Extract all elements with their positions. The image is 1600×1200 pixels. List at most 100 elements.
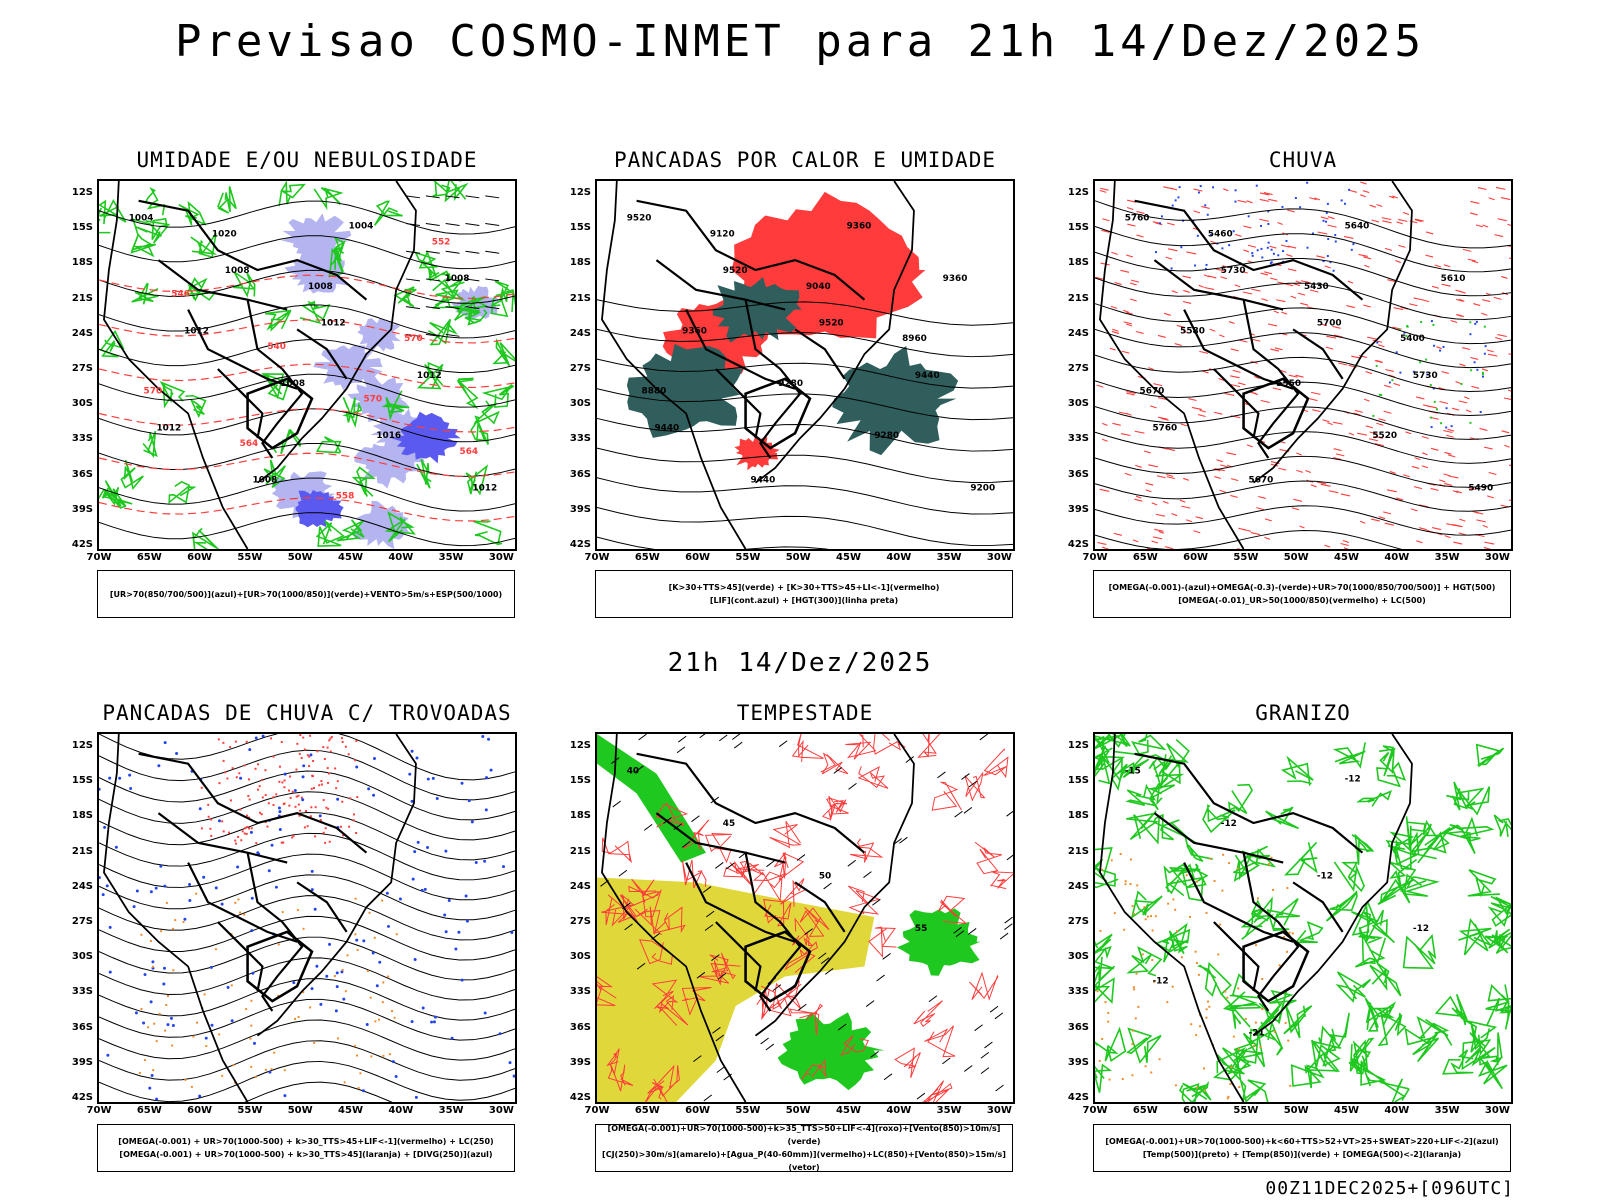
wind-vector <box>718 734 728 742</box>
rain-omega-marker <box>1287 268 1297 272</box>
rain-omega-marker <box>1384 522 1395 526</box>
low-level-humidity-contour <box>492 338 515 367</box>
latitude-tick-label: 39S <box>1067 503 1089 515</box>
rain-omega-marker <box>1340 493 1351 497</box>
divergence-marker <box>362 939 366 943</box>
omega-marker <box>1484 345 1487 348</box>
omega500-marker <box>1278 964 1281 967</box>
omega500-marker <box>1284 1022 1287 1024</box>
omega-marker <box>1460 383 1463 385</box>
shower-marker <box>140 1007 143 1010</box>
precipitable-water-contour <box>783 941 818 973</box>
divergence-marker <box>302 764 306 768</box>
rain-omega-marker <box>1374 435 1383 439</box>
temp850-contour <box>1290 1064 1325 1089</box>
rain-omega-marker <box>1483 546 1491 549</box>
thunderstorm-marker <box>246 814 249 817</box>
temp850-contour <box>1350 1040 1372 1075</box>
precipitable-water-contour <box>990 871 1013 890</box>
latitude-tick-label: 33S <box>569 433 591 445</box>
rain-omega-marker <box>1309 197 1317 201</box>
rain-omega-marker <box>1398 244 1406 248</box>
latitude-tick-label: 18S <box>1067 257 1089 269</box>
omega500-marker <box>1101 1037 1104 1040</box>
legend-line: [LIF](cont.azul) + [HGT(300)](linha pret… <box>709 596 899 605</box>
wind-vector <box>678 735 687 743</box>
wind-vector <box>485 250 500 254</box>
rain-omega-marker <box>1459 298 1465 302</box>
latitude-tick-label: 24S <box>1067 327 1089 339</box>
precipitable-water-contour <box>828 795 849 815</box>
divergence-marker <box>198 807 202 811</box>
thunderstorm-marker <box>218 782 221 785</box>
temp850-contour <box>1469 1032 1503 1066</box>
hgt300-contour <box>597 447 1013 484</box>
divergence-marker <box>310 987 314 991</box>
precipitable-water-contour <box>628 885 662 918</box>
wind-vector <box>883 1073 893 1081</box>
longitude-tick-label: 50W <box>287 552 313 563</box>
rain-omega-marker <box>1327 422 1333 426</box>
longitude-tick-label: 55W <box>735 552 761 563</box>
hgt500-contour <box>1095 277 1511 321</box>
omega-blue-marker <box>1261 256 1264 259</box>
temp850-contour <box>1125 783 1157 807</box>
longitude-tick-label: 60W <box>685 1105 711 1116</box>
rain-omega-marker <box>1487 495 1494 499</box>
shower-marker <box>172 969 175 972</box>
temp850-contour <box>1458 917 1492 956</box>
contour-label: 1004 <box>129 214 154 224</box>
rain-omega-marker <box>1243 249 1250 253</box>
divergence-marker <box>188 883 192 887</box>
rain-omega-marker <box>1453 541 1463 545</box>
thickness-contour <box>99 497 515 522</box>
divergence-marker <box>249 830 253 834</box>
divergence-marker <box>413 850 417 854</box>
divergence-marker <box>512 1074 515 1078</box>
divergence-marker <box>267 869 271 873</box>
contour-label: 9200 <box>970 484 995 494</box>
wind-vector <box>984 1041 993 1049</box>
shower-marker <box>344 990 347 993</box>
divergence-marker <box>414 1095 418 1099</box>
contour-label: 50 <box>819 871 831 881</box>
shower-marker <box>155 1040 158 1043</box>
wind-vector <box>961 773 970 780</box>
divergence-marker <box>447 899 451 903</box>
panel-legend: [UR>70(850/700/500)](azul)+[UR>70(1000/8… <box>97 570 515 618</box>
thunderstorm-marker <box>326 746 329 749</box>
thunderstorm-marker <box>325 806 328 809</box>
omega500-marker <box>1205 911 1208 914</box>
thunderstorm-marker <box>247 778 250 781</box>
temp850-contour <box>1240 1079 1269 1102</box>
rain-omega-marker <box>1317 481 1327 485</box>
thunderstorm-marker <box>259 811 262 814</box>
rain-omega-marker <box>1288 374 1298 378</box>
thunderstorm-marker <box>318 784 321 787</box>
rain-omega-marker <box>1157 334 1166 338</box>
thunderstorm-marker <box>272 755 275 758</box>
temp850-contour <box>1126 810 1160 845</box>
thunderstorm-marker <box>320 783 323 786</box>
rain-omega-marker <box>1109 347 1116 351</box>
omega-blue-marker <box>1340 199 1343 202</box>
omega500-marker <box>1176 930 1178 933</box>
wind-vector <box>824 968 834 975</box>
rain-omega-marker <box>1164 546 1173 549</box>
wind-vector <box>425 195 440 199</box>
divergence-marker <box>371 951 375 955</box>
divergence-marker <box>510 931 514 935</box>
rain-omega-marker <box>1182 275 1192 279</box>
temp850-contour <box>1113 750 1150 779</box>
thunderstorm-marker <box>245 832 248 835</box>
divergence-marker <box>481 734 485 738</box>
temp850-contour <box>1335 971 1372 1003</box>
temp850-contour <box>1490 902 1511 927</box>
temp850-contour <box>1351 833 1375 865</box>
thunderstorm-marker <box>305 810 307 813</box>
longitude-tick-label: 40W <box>388 552 414 563</box>
rain-omega-marker <box>1434 264 1442 268</box>
omega500-marker <box>1273 1030 1276 1033</box>
rain-omega-marker <box>1431 285 1440 289</box>
